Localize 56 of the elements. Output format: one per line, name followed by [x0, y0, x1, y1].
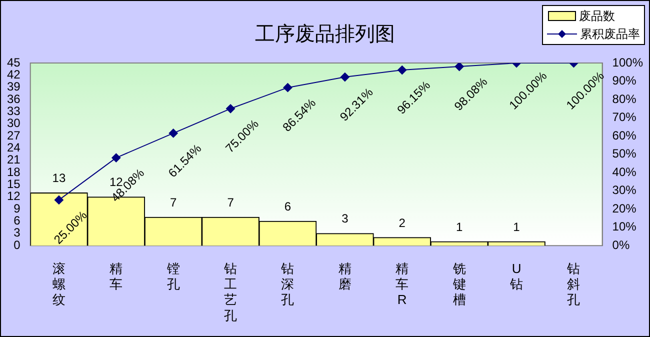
y-tick-label: 21	[6, 152, 21, 167]
y2-tick-label: 90%	[612, 74, 637, 88]
y-tick-label: 45	[6, 55, 21, 70]
y-tick-label: 36	[6, 92, 21, 106]
legend-label: 累积废品率	[580, 26, 640, 42]
point	[340, 72, 350, 82]
x-tick-label: 钻斜孔	[566, 260, 580, 308]
x-tick-label: 精磨	[338, 260, 352, 292]
point	[54, 195, 64, 204]
x-tick-label: 精车	[110, 260, 123, 292]
y-tick-label: 24	[6, 140, 21, 155]
y-tick-label: 33	[6, 104, 21, 118]
legend-label: 废品数	[579, 8, 615, 24]
y2-tick-label: 40%	[612, 164, 637, 179]
x-tick-label: 滚螺纹	[52, 260, 66, 308]
y2-tick-label: 20%	[612, 201, 637, 216]
y2-tick-label: 10%	[612, 220, 637, 234]
point	[283, 83, 292, 92]
x-tick-label: 精车R	[396, 260, 409, 308]
x-tick-label: 钻工艺孔	[223, 260, 238, 323]
y-tick-label: 12	[6, 189, 21, 204]
data-label: 1	[456, 220, 463, 234]
data-label: 7	[170, 196, 177, 210]
data-label: 7	[227, 196, 234, 210]
data-label: 2	[398, 216, 406, 230]
point	[112, 153, 121, 162]
y2-tick-label: 30%	[612, 183, 637, 198]
y-tick-label: 27	[6, 128, 21, 142]
x-tick-label: U钻	[509, 260, 524, 292]
y-tick-label: 39	[6, 80, 21, 94]
y-tick-label: 9	[14, 201, 21, 216]
y2-tick-label: 0%	[612, 238, 630, 252]
x-tick-label: 铣键槽	[452, 260, 466, 308]
data-label: 13	[52, 171, 66, 186]
y2-tick-label: 60%	[612, 128, 637, 142]
y2-tick-label: 50%	[612, 146, 637, 161]
y-tick-label: 42	[6, 67, 21, 82]
data-label: 1	[513, 220, 520, 234]
y-tick-label: 15	[6, 177, 21, 192]
data-label: 3	[342, 212, 349, 226]
y-tick-label: 3	[14, 226, 21, 240]
x-tick-label: 镗孔	[166, 260, 180, 292]
y2-tick-label: 80%	[612, 92, 637, 106]
y2-tick-label: 100%	[612, 55, 644, 70]
point	[226, 104, 236, 114]
y-tick-label: 18	[6, 164, 21, 179]
chart-title: 工序废品排列图	[255, 24, 395, 46]
y2-tick-label: 70%	[612, 110, 637, 124]
x-tick-label: 钻深孔	[280, 260, 294, 308]
y-tick-label: 6	[14, 214, 21, 228]
y-tick-label: 30	[6, 116, 21, 130]
point	[454, 63, 464, 72]
point	[398, 66, 407, 75]
point	[168, 128, 178, 138]
data-label: 6	[284, 200, 292, 214]
y-tick-label: 0	[14, 238, 21, 252]
